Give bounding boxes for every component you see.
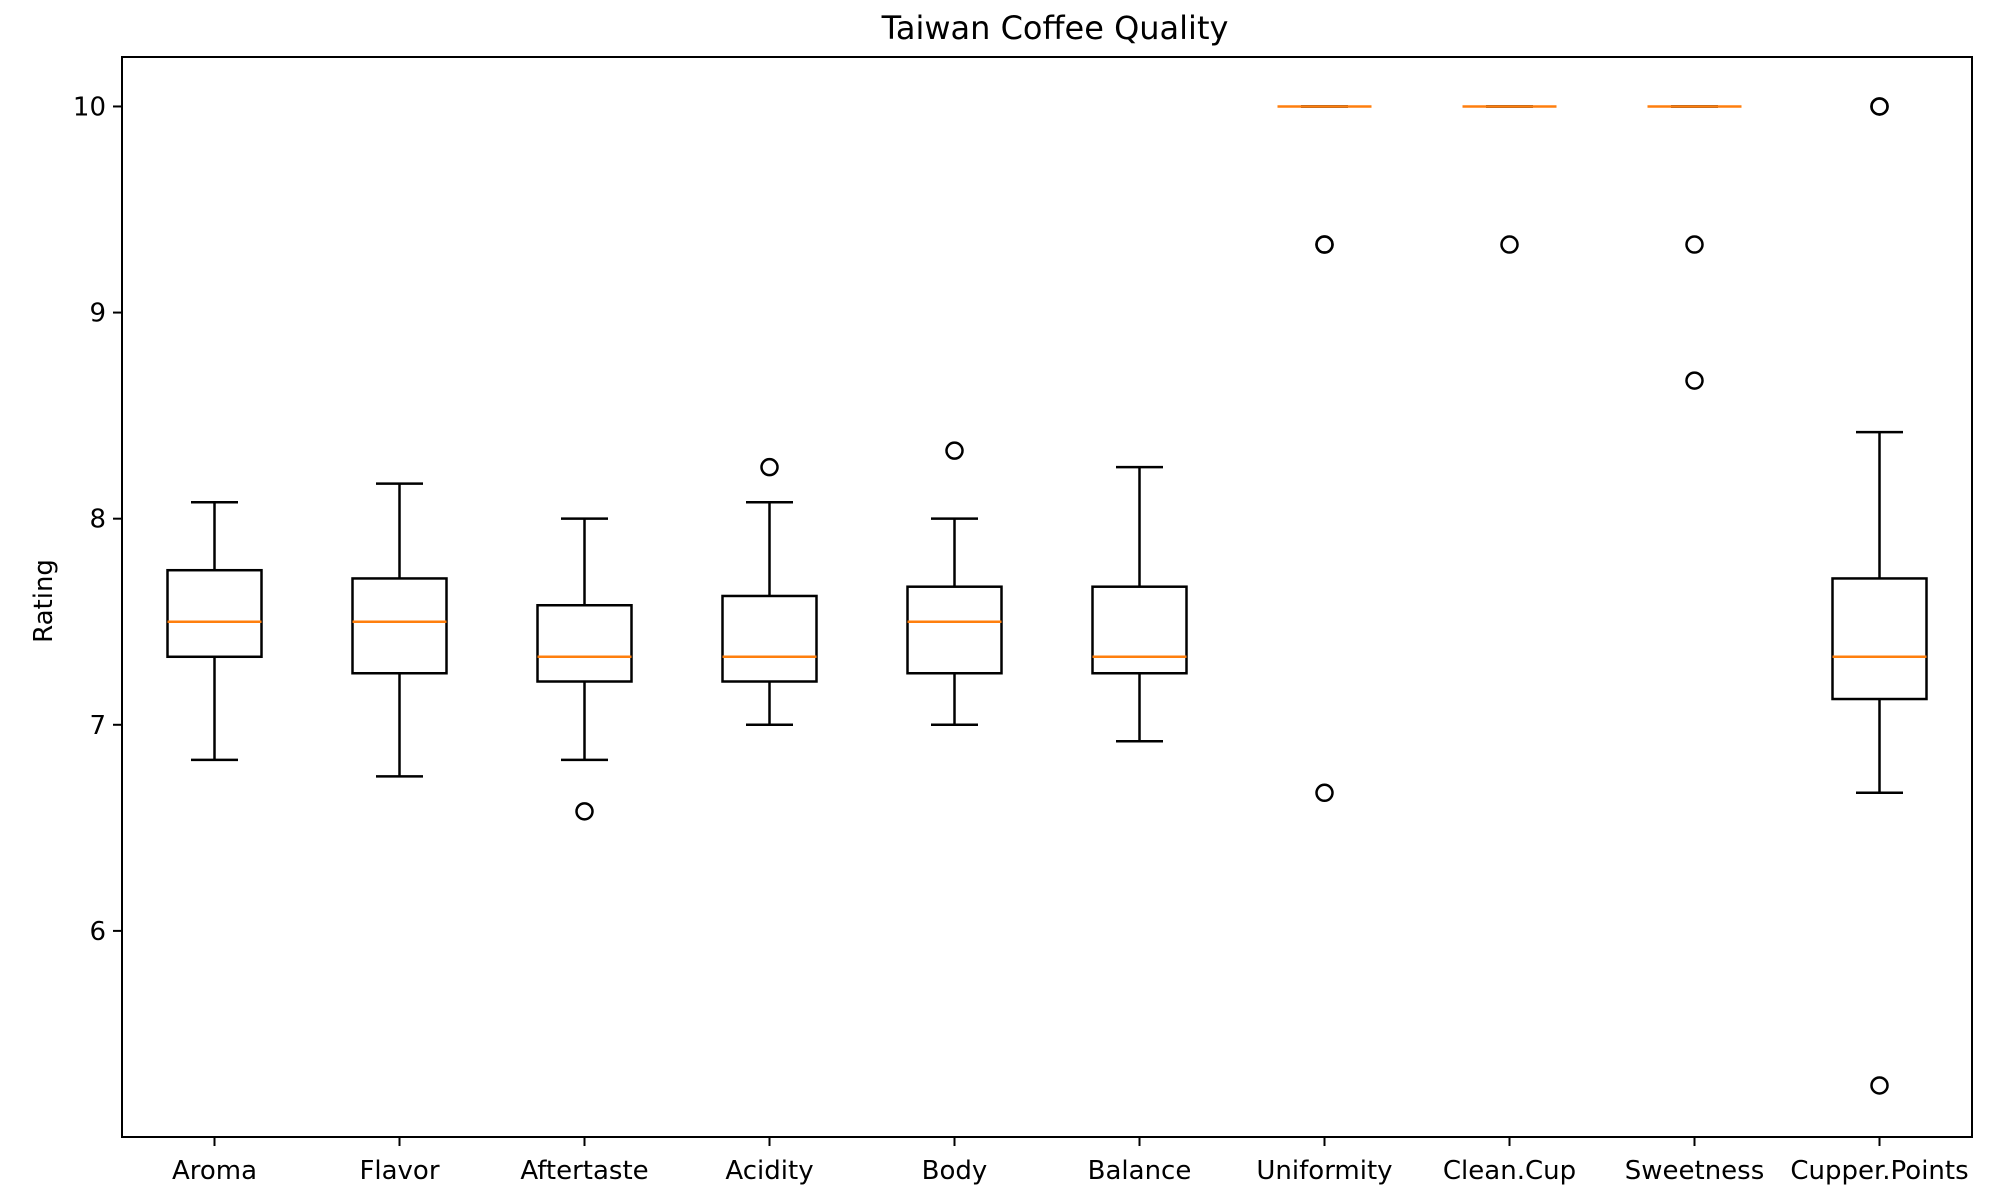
y-tick-label: 6 [89,917,106,947]
box-aroma [166,568,263,659]
x-tick-label-sweetness: Sweetness [1625,1156,1765,1186]
outlier-aftertaste [575,802,594,821]
y-tick-label: 10 [73,92,106,122]
chart-title: Taiwan Coffee Quality [881,9,1229,47]
x-tick-label-clean-cup: Clean.Cup [1443,1156,1576,1186]
x-tick-label-uniformity: Uniformity [1256,1156,1392,1186]
outlier-uniformity [1315,235,1334,254]
plot-area: 6 7 8 9 10 Aroma Flavor Aftertaste Acidity Body Ba… [73,92,1969,1186]
outlier-clean-cup [1500,235,1519,254]
outlier-cupper-points [1870,1076,1889,1095]
outlier-acidity [760,457,779,477]
y-tick-label: 9 [89,299,106,329]
y-tick-label: 7 [89,711,106,741]
outlier-sweetness [1685,371,1704,390]
box-flavor [351,577,448,675]
box-acidity [721,594,818,683]
box-aftertaste [536,603,633,683]
y-tick-label: 8 [89,505,106,535]
x-tick-label-aftertaste: Aftertaste [520,1156,648,1186]
plot-frame [121,56,1973,1138]
outlier-uniformity [1315,783,1334,803]
x-tick-label-balance: Balance [1088,1156,1192,1186]
box-body [906,585,1003,675]
x-tick-label-body: Body [922,1156,988,1186]
box-cupper-points [1831,577,1928,701]
x-tick-label-cupper-points: Cupper.Points [1790,1156,1968,1186]
x-tick-label-acidity: Acidity [725,1156,813,1186]
box-balance [1091,585,1188,675]
outlier-body [945,441,964,460]
outlier-cupper-points [1870,97,1889,116]
y-axis-label: Rating [29,559,59,643]
x-tick-label-aroma: Aroma [172,1156,257,1186]
x-tick-label-flavor: Flavor [359,1156,439,1186]
outlier-sweetness [1685,235,1704,254]
